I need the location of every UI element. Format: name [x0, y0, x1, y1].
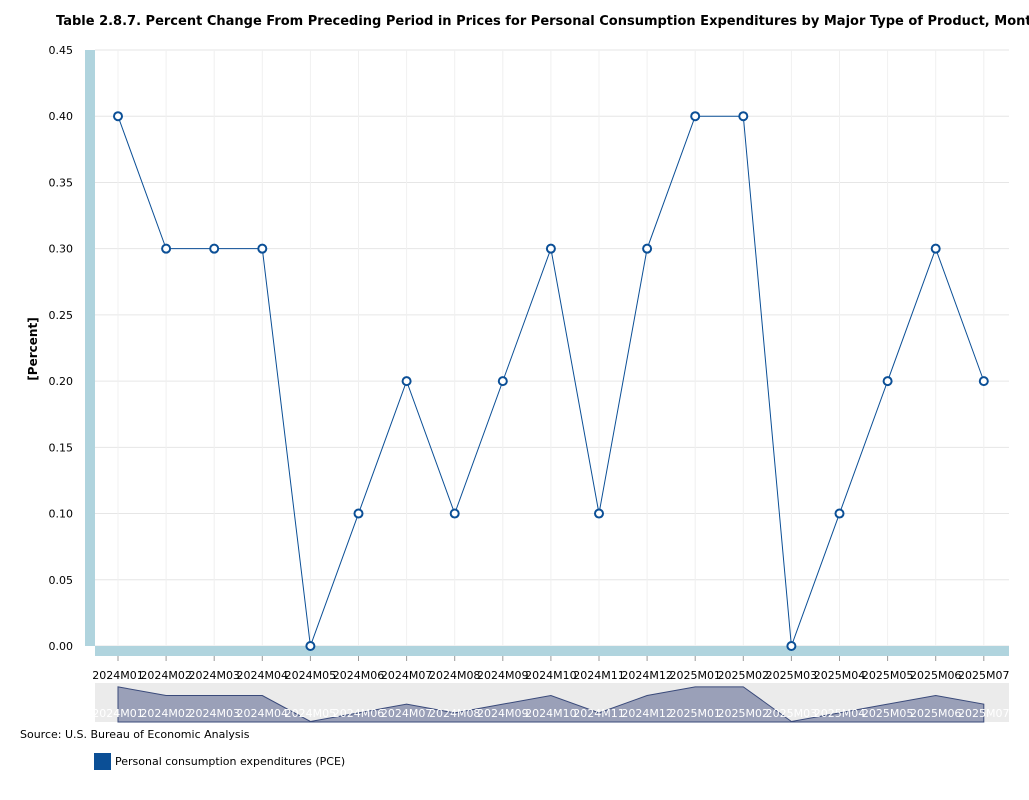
- data-point[interactable]: 2024M06: 0.1: [353, 508, 364, 519]
- navigator-tick-label: 2025M06: [910, 707, 961, 720]
- chart-title: Table 2.8.7. Percent Change From Precedi…: [56, 14, 1029, 29]
- navigator-tick-label: 2024M09: [477, 707, 528, 720]
- x-tick-label: 2024M09: [477, 669, 528, 682]
- navigator-tick-label: 2024M11: [573, 707, 624, 720]
- navigator-tick-label: 2024M08: [429, 707, 480, 720]
- x-tick-label: 2024M06: [333, 669, 384, 682]
- x-tick-label: 2024M02: [140, 669, 191, 682]
- navigator-tick-label: 2025M05: [862, 707, 913, 720]
- navigator-tick-label: 2024M01: [92, 707, 143, 720]
- data-point[interactable]: 2024M03: 0.3: [209, 243, 220, 254]
- y-tick-label: 0.00: [49, 640, 74, 653]
- x-tick-label: 2024M04: [237, 669, 288, 682]
- y-tick-label: 0.15: [49, 441, 74, 454]
- navigator-tick-label: 2024M07: [381, 707, 432, 720]
- x-tick-label: 2025M04: [814, 669, 865, 682]
- x-tick-labels: 2024M012024M022024M032024M042024M052024M…: [92, 656, 1010, 682]
- y-tick-label: 0.05: [49, 574, 74, 587]
- y-axis-label: [Percent]: [26, 317, 40, 380]
- x-tick-label: 2024M11: [573, 669, 624, 682]
- x-tick-label: 2024M10: [525, 669, 576, 682]
- x-tick-label: 2025M01: [669, 669, 720, 682]
- x-tick-label: 2024M03: [188, 669, 239, 682]
- data-point[interactable]: 2025M04: 0.1: [834, 508, 845, 519]
- x-tick-label: 2025M05: [862, 669, 913, 682]
- x-tick-label: 2025M03: [766, 669, 817, 682]
- navigator-tick-label: 2025M03: [766, 707, 817, 720]
- series-layer: 2024M01: 0.4 2024M02: 0.3 2024M03: 0.3 2024…: [113, 111, 989, 651]
- x-tick-label: 2024M01: [92, 669, 143, 682]
- data-point[interactable]: 2024M02: 0.3: [161, 243, 172, 254]
- legend[interactable]: Personal consumption expenditures (PCE): [94, 753, 345, 770]
- navigator: 2024M012024M022024M032024M042024M052024M…: [92, 683, 1010, 723]
- navigator-area: [117, 686, 985, 723]
- data-point[interactable]: 2024M04: 0.3: [257, 243, 268, 254]
- navigator-tick-label: 2025M04: [814, 707, 865, 720]
- navigator-tick-label: 2024M02: [140, 707, 191, 720]
- navigator-tick-label: 2024M12: [621, 707, 672, 720]
- data-point[interactable]: 2025M06: 0.3: [930, 243, 941, 254]
- data-point[interactable]: 2024M11: 0.1: [594, 508, 604, 519]
- x-tick-label: 2024M07: [381, 669, 432, 682]
- y-axis-bar[interactable]: [85, 50, 95, 646]
- x-tick-label: 2024M05: [285, 669, 336, 682]
- source-note: Source: U.S. Bureau of Economic Analysis: [20, 728, 250, 741]
- x-tick-label: 2025M06: [910, 669, 961, 682]
- x-tick-label: 2025M02: [718, 669, 769, 682]
- data-point[interactable]: 2025M01: 0.4: [690, 111, 701, 122]
- y-tick-label: 0.10: [49, 508, 74, 521]
- y-tick-label: 0.30: [49, 243, 74, 256]
- data-point[interactable]: 2025M02: 0.4: [738, 111, 749, 122]
- data-point[interactable]: 2025M03: 0: [786, 641, 797, 651]
- data-point[interactable]: 2024M07: 0.2: [401, 376, 412, 387]
- data-point[interactable]: 2025M05: 0.2: [882, 376, 893, 387]
- y-tick-label: 0.40: [49, 110, 74, 123]
- data-point[interactable]: 2024M05: 0: [305, 641, 316, 651]
- legend-swatch: [94, 753, 111, 770]
- navigator-tick-label: 2025M07: [958, 707, 1009, 720]
- line-chart: 0.00 0.05 0.10 0.15 0.20 0.25 0.30 0.35 0.40 0.45…: [26, 44, 1010, 723]
- y-tick-label: 0.20: [49, 375, 74, 388]
- data-point[interactable]: 2024M01: 0.4: [113, 111, 123, 122]
- navigator-tick-label: 2024M10: [525, 707, 576, 720]
- navigator-tick-label: 2024M03: [188, 707, 239, 720]
- x-tick-label: 2024M08: [429, 669, 480, 682]
- navigator-tick-label: 2024M06: [333, 707, 384, 720]
- data-point[interactable]: 2024M08: 0.1: [449, 508, 460, 519]
- navigator-tick-label: 2024M04: [237, 707, 288, 720]
- navigator-tick-label: 2024M05: [285, 707, 336, 720]
- data-point[interactable]: 2025M07: 0.2: [978, 376, 989, 387]
- navigator-tick-label: 2025M01: [669, 707, 720, 720]
- navigator-tick-label: 2025M02: [718, 707, 769, 720]
- y-tick-label: 0.25: [49, 309, 74, 322]
- x-axis-bar[interactable]: [95, 646, 1009, 656]
- y-tick-label: 0.35: [49, 176, 74, 189]
- x-tick-label: 2025M07: [958, 669, 1009, 682]
- x-tick-label: 2024M12: [621, 669, 672, 682]
- legend-label: Personal consumption expenditures (PCE): [115, 755, 346, 768]
- data-point[interactable]: 2024M12: 0.3: [642, 243, 653, 254]
- y-tick-label: 0.45: [49, 44, 74, 57]
- y-tick-labels: 0.00 0.05 0.10 0.15 0.20 0.25 0.30 0.35 0.40 0.45: [49, 44, 74, 653]
- data-point[interactable]: 2024M09: 0.2: [497, 376, 508, 387]
- grid-layer: [95, 49, 1009, 647]
- data-point[interactable]: 2024M10: 0.3: [545, 243, 556, 254]
